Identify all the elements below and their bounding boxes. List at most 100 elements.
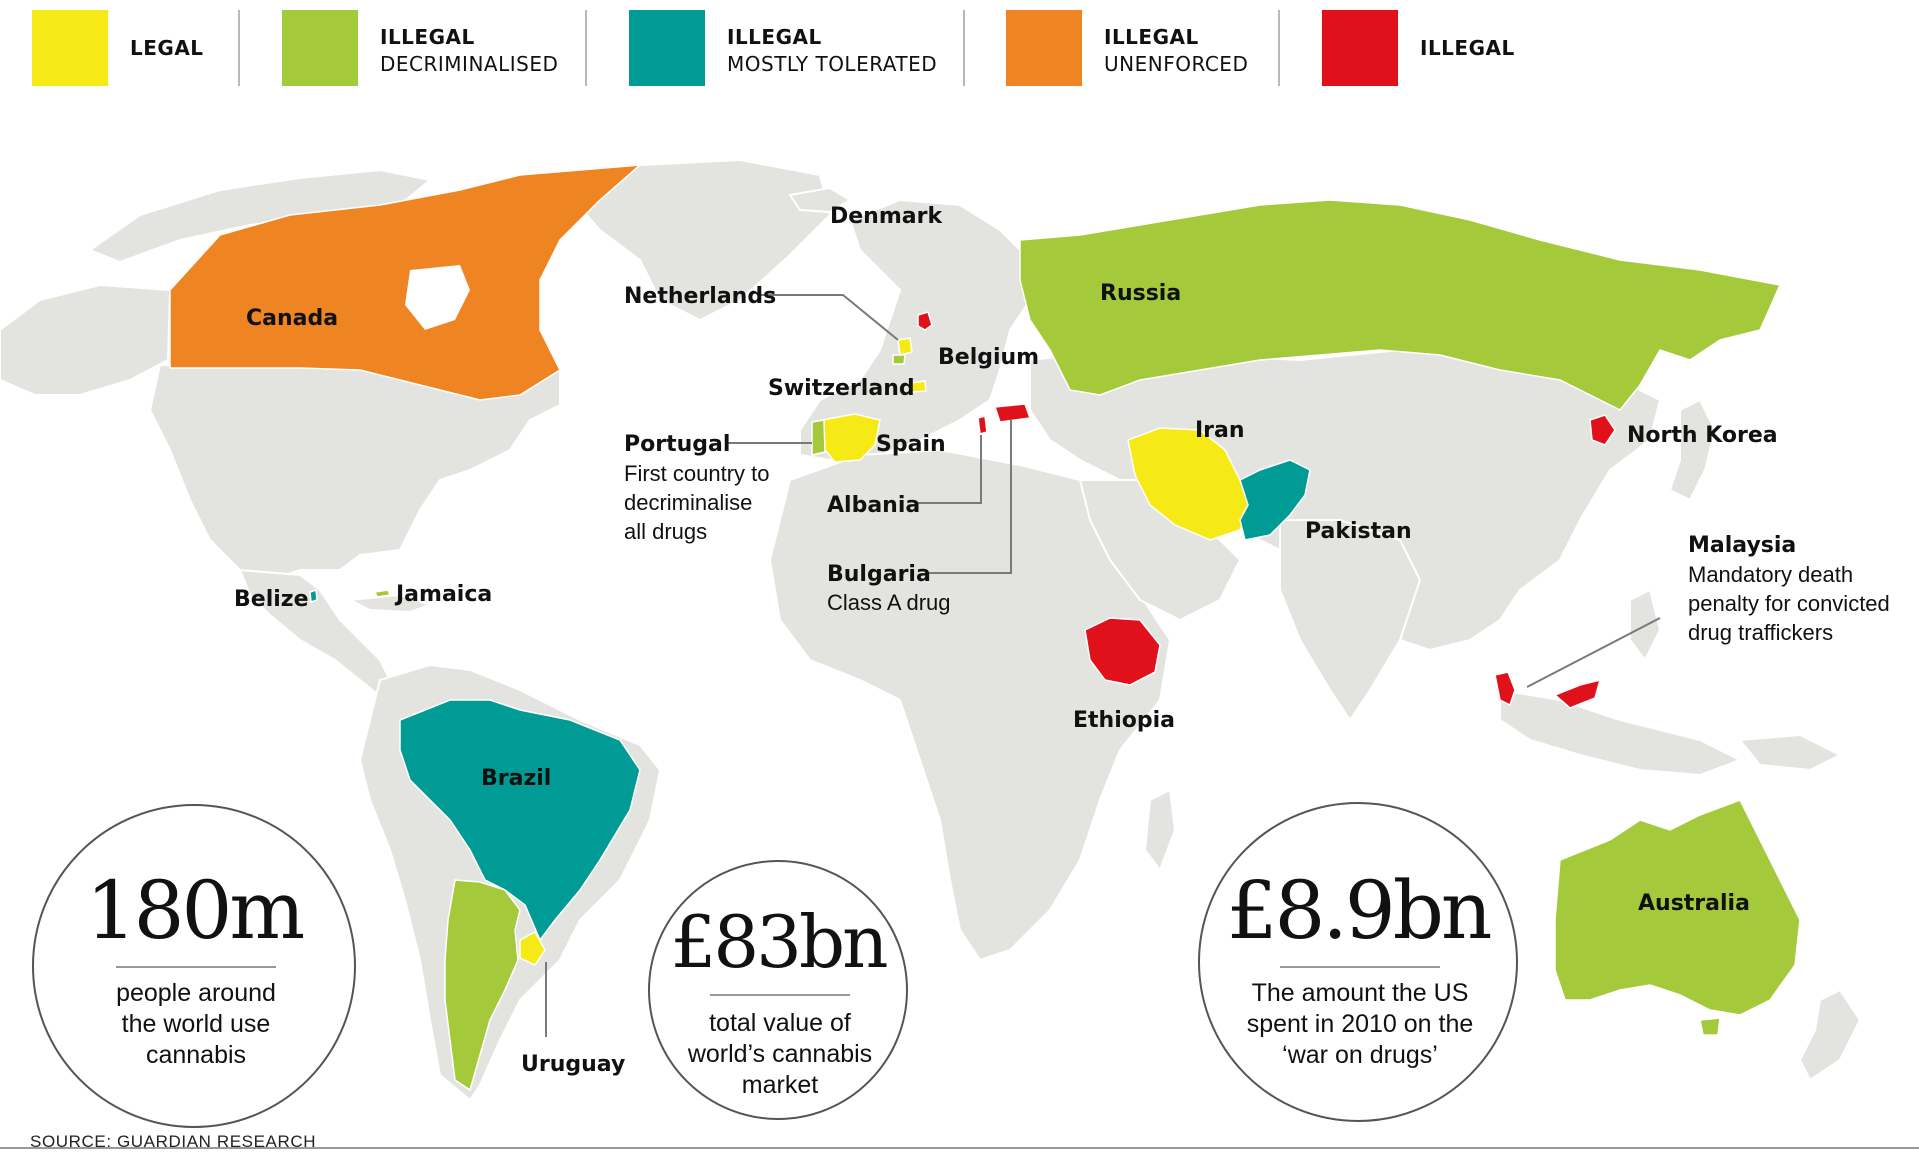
label-iran: Iran [1195,418,1245,443]
uruguay-shape [519,930,546,966]
russia-shape [1019,199,1782,411]
legend-swatch-tolerated [629,10,705,86]
stat-desc-line: The amount the US [1251,979,1469,1007]
note-portugal-3: all drugs [624,519,707,544]
stat-value-war-on-drugs: £8.9bn [1226,864,1493,957]
belgium-shape [892,354,906,365]
label-uruguay: Uruguay [521,1052,625,1077]
label-bulgaria: Bulgaria [827,562,931,587]
stat-desc-line: ‘war on drugs’ [1282,1041,1438,1069]
tasmania-shape [1699,1017,1721,1036]
legend-swatch-illegal [1322,10,1398,86]
land-north-america [148,363,561,582]
note-portugal-2: decriminalise [624,490,752,515]
label-portugal: Portugal [624,432,730,457]
land-greenland [558,158,832,322]
albania-shape [977,415,988,435]
label-australia: Australia [1638,891,1750,916]
land-india [1279,519,1422,722]
label-belgium: Belgium [938,345,1039,370]
stat-value-users: 180m [85,864,306,957]
legend-label-unenforced-1: ILLEGAL [1104,25,1199,49]
note-bulgaria: Class A drug [827,590,951,615]
label-denmark: Denmark [830,204,943,229]
land-madagascar [1143,788,1177,873]
pakistan-shape [1239,459,1311,541]
portugal-shape [811,419,826,456]
land-new-zealand [1798,988,1862,1082]
canada-hudson-bay [405,265,470,330]
land-alaska [0,283,172,396]
legend-divider [963,10,965,86]
bulgaria-leader-line [925,420,1012,574]
label-ethiopia: Ethiopia [1073,708,1175,733]
legend-divider [238,10,240,86]
switzerland-shape [909,380,927,393]
source-credit: SOURCE: GUARDIAN RESEARCH [30,1132,317,1151]
legend-swatch-legal [32,10,108,86]
label-north-korea: North Korea [1627,423,1778,448]
legend-label-tolerated-1: ILLEGAL [727,25,822,49]
stat-desc-line: cannabis [145,1041,247,1069]
legend-swatch-decriminalised [282,10,358,86]
land-southeast-asia-islands [1499,688,1743,777]
jamaica-shape [373,589,392,598]
label-russia: Russia [1100,281,1181,306]
stat-desc-line: world’s cannabis [687,1040,873,1068]
malaysia-leader-line [1526,617,1661,688]
legend-label-decriminalised-2: DECRIMINALISED [380,52,559,76]
bulgaria-shape [993,403,1032,423]
legend-label-tolerated-2: MOSTLY TOLERATED [727,52,938,76]
legend-label-decriminalised-1: ILLEGAL [380,25,475,49]
stat-circle-market: £83bn total value of world’s cannabis ma… [648,860,908,1120]
north-korea-shape [1589,414,1616,446]
legend-swatch-unenforced [1006,10,1082,86]
bottom-rule [0,1147,1919,1149]
note-malaysia-2: penalty for convicted [1688,591,1890,616]
malaysia-shape-borneo [1553,678,1602,709]
legend-label-legal: LEGAL [130,36,204,60]
stat-desc-war-on-drugs: The amount the US spent in 2010 on the ‘… [1210,978,1510,1071]
stat-rule [116,966,276,968]
stat-circle-war-on-drugs: £8.9bn The amount the US spent in 2010 o… [1198,802,1518,1122]
spain-shape [821,413,881,463]
brazil-shape [399,699,641,942]
denmark-shape [917,311,933,331]
legend-divider [585,10,587,86]
land-arctic-islands [87,168,433,264]
note-portugal-1: First country to [624,461,769,486]
label-pakistan: Pakistan [1305,519,1412,544]
australia-shape [1554,799,1801,1016]
argentina-shape [444,879,521,1092]
stat-desc-line: spent in 2010 on the [1246,1010,1474,1038]
label-jamaica: Jamaica [394,582,492,607]
label-switzerland: Switzerland [768,376,915,401]
legend-divider [1278,10,1280,86]
land-caribbean [346,593,434,614]
label-spain: Spain [876,432,946,457]
legend-label-unenforced-2: UNENFORCED [1104,52,1249,76]
label-netherlands: Netherlands [624,284,776,309]
legend-label-illegal: ILLEGAL [1420,36,1515,60]
canada-shape [169,164,643,401]
belize-shape [309,588,318,604]
land-new-guinea [1738,733,1843,772]
netherlands-leader-line [760,294,899,341]
stat-circle-users: 180m people around the world use cannabi… [32,804,356,1128]
stat-desc-line: people around [116,979,276,1007]
note-malaysia-1: Mandatory death [1688,562,1853,587]
label-brazil: Brazil [481,766,551,791]
label-malaysia: Malaysia [1688,533,1796,558]
legend: LEGAL ILLEGAL DECRIMINALISED ILLEGAL MOS… [0,0,1919,100]
malaysia-shape-peninsula [1494,671,1516,707]
albania-leader-line [918,435,982,504]
stat-desc-users: people around the world use cannabis [54,978,338,1071]
netherlands-shape [897,337,913,356]
label-albania: Albania [827,493,920,518]
stat-desc-line: the world use [121,1010,271,1038]
stat-desc-line: market [741,1071,819,1099]
stat-rule [710,994,850,996]
stat-value-market: £83bn [670,900,889,984]
stat-rule [1280,966,1440,968]
